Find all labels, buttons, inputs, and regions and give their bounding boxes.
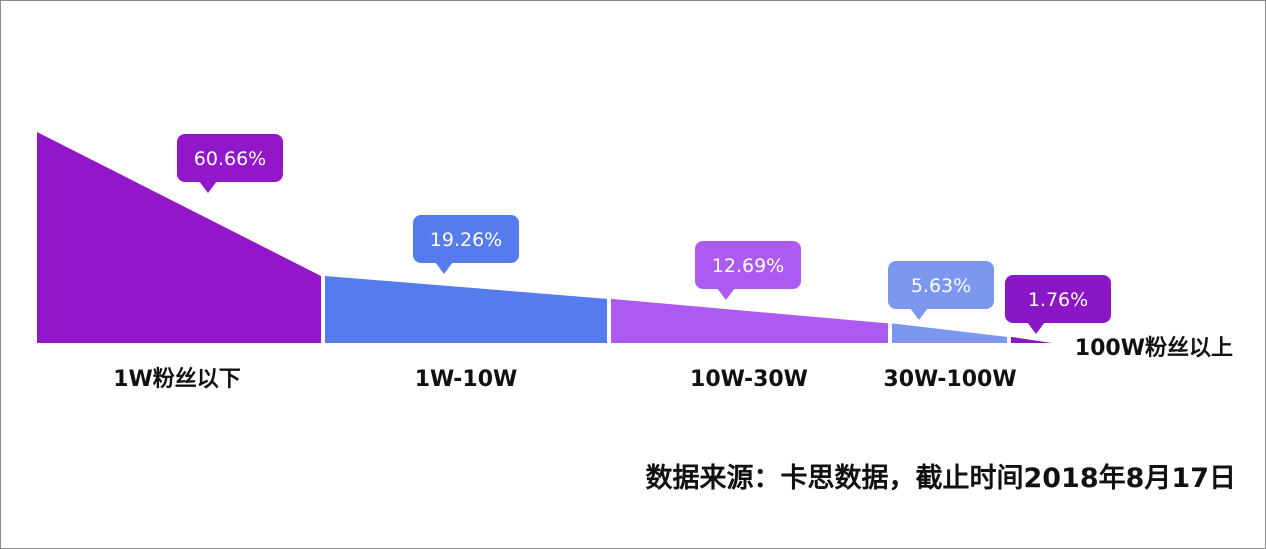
- value-bubble-pointer: [199, 181, 217, 193]
- value-label: 12.69%: [712, 255, 784, 277]
- segment-2: [325, 276, 607, 343]
- chart-segments: [37, 132, 1052, 343]
- segment-4: [892, 323, 1007, 343]
- value-bubble-box: [413, 215, 519, 263]
- value-bubble-box: [1005, 275, 1111, 323]
- value-bubble-5: 1.76%: [1005, 275, 1111, 334]
- value-label: 60.66%: [194, 148, 266, 170]
- segment-3: [611, 298, 888, 343]
- value-bubble-box: [888, 261, 994, 309]
- segment-1: [37, 132, 321, 343]
- value-bubble-3: 12.69%: [695, 241, 801, 300]
- value-label: 5.63%: [911, 275, 971, 297]
- segment-5: [1011, 336, 1052, 343]
- category-labels: 1W粉丝以下 1W-10W 10W-30W 30W-100W 100W粉丝以上: [113, 335, 1233, 392]
- value-label: 19.26%: [430, 229, 502, 251]
- category-label-5: 100W粉丝以上: [1075, 335, 1233, 361]
- category-label-1: 1W粉丝以下: [113, 366, 241, 392]
- value-bubbles: 60.66% 19.26% 12.69% 5.63% 1.76%: [177, 134, 1111, 334]
- category-label-4: 30W-100W: [883, 367, 1016, 392]
- value-label: 1.76%: [1028, 289, 1088, 311]
- value-bubble-4: 5.63%: [888, 261, 994, 320]
- value-bubble-box: [177, 134, 283, 182]
- value-bubble-pointer: [435, 262, 453, 274]
- category-label-3: 10W-30W: [690, 367, 808, 392]
- value-bubble-pointer: [1027, 322, 1045, 334]
- value-bubble-2: 19.26%: [413, 215, 519, 274]
- value-bubble-pointer: [910, 308, 928, 320]
- value-bubble-box: [695, 241, 801, 289]
- category-label-2: 1W-10W: [415, 367, 518, 392]
- value-bubble-1: 60.66%: [177, 134, 283, 193]
- data-source-note: 数据来源：卡思数据，截止时间2018年8月17日: [645, 463, 1236, 494]
- value-bubble-pointer: [717, 288, 735, 300]
